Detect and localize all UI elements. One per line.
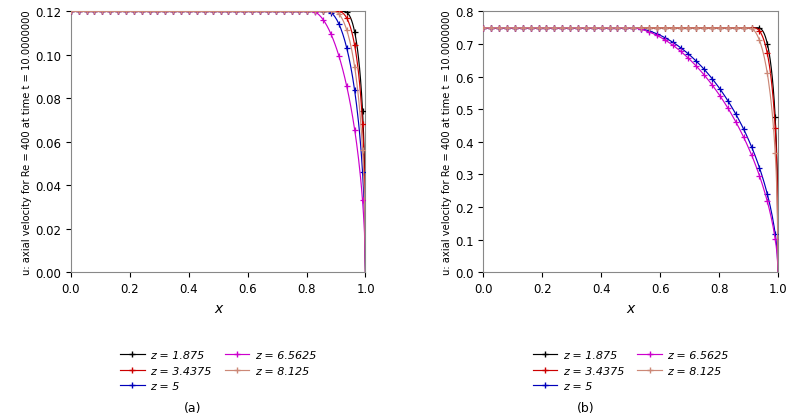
Y-axis label: u: axial velocity for Re = 400 at time t = 10.0000000: u: axial velocity for Re = 400 at time t… [443,10,452,275]
X-axis label: x: x [214,301,222,315]
Text: (a): (a) [184,401,201,413]
X-axis label: x: x [626,301,635,315]
Y-axis label: u: axial velocity for Re = 400 at time t = 10.0000000: u: axial velocity for Re = 400 at time t… [22,10,32,275]
Text: (b): (b) [577,401,594,413]
Legend: z = 1.875, z = 3.4375, z = 5, z = 6.5625, z = 8.125: z = 1.875, z = 3.4375, z = 5, z = 6.5625… [528,346,733,396]
Legend: z = 1.875, z = 3.4375, z = 5, z = 6.5625, z = 8.125: z = 1.875, z = 3.4375, z = 5, z = 6.5625… [116,346,321,396]
